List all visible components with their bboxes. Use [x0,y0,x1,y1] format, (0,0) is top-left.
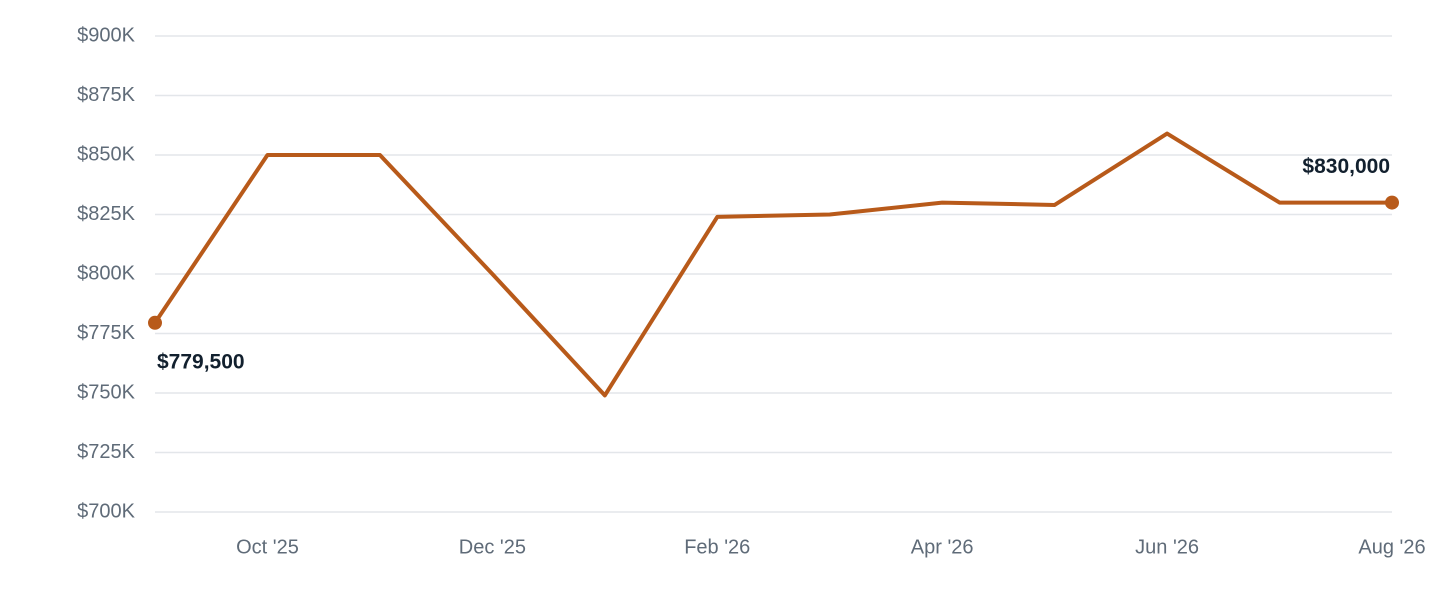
y-tick-label: $725K [77,441,135,463]
y-tick-label: $875K [77,84,135,106]
end-point [1385,195,1399,210]
x-tick-label: Feb '26 [684,536,750,558]
y-tick-label: $700K [77,500,135,522]
y-tick-label: $825K [77,203,135,225]
x-tick-label: Aug '26 [1358,536,1425,558]
y-tick-label: $900K [77,24,135,46]
x-tick-label: Jun '26 [1135,536,1199,558]
x-tick-label: Oct '25 [236,536,299,558]
value-label: $830,000 [1302,155,1390,178]
value-label: $779,500 [157,350,245,373]
y-tick-label: $850K [77,143,135,165]
x-tick-label: Dec '25 [459,536,526,558]
end-point [148,315,162,330]
line [153,131,1392,398]
y-tick-label: $775K [77,322,135,344]
y-tick-label: $800K [77,262,135,284]
x-tick-label: Apr '26 [911,536,974,558]
y-tick-label: $750K [77,381,135,403]
